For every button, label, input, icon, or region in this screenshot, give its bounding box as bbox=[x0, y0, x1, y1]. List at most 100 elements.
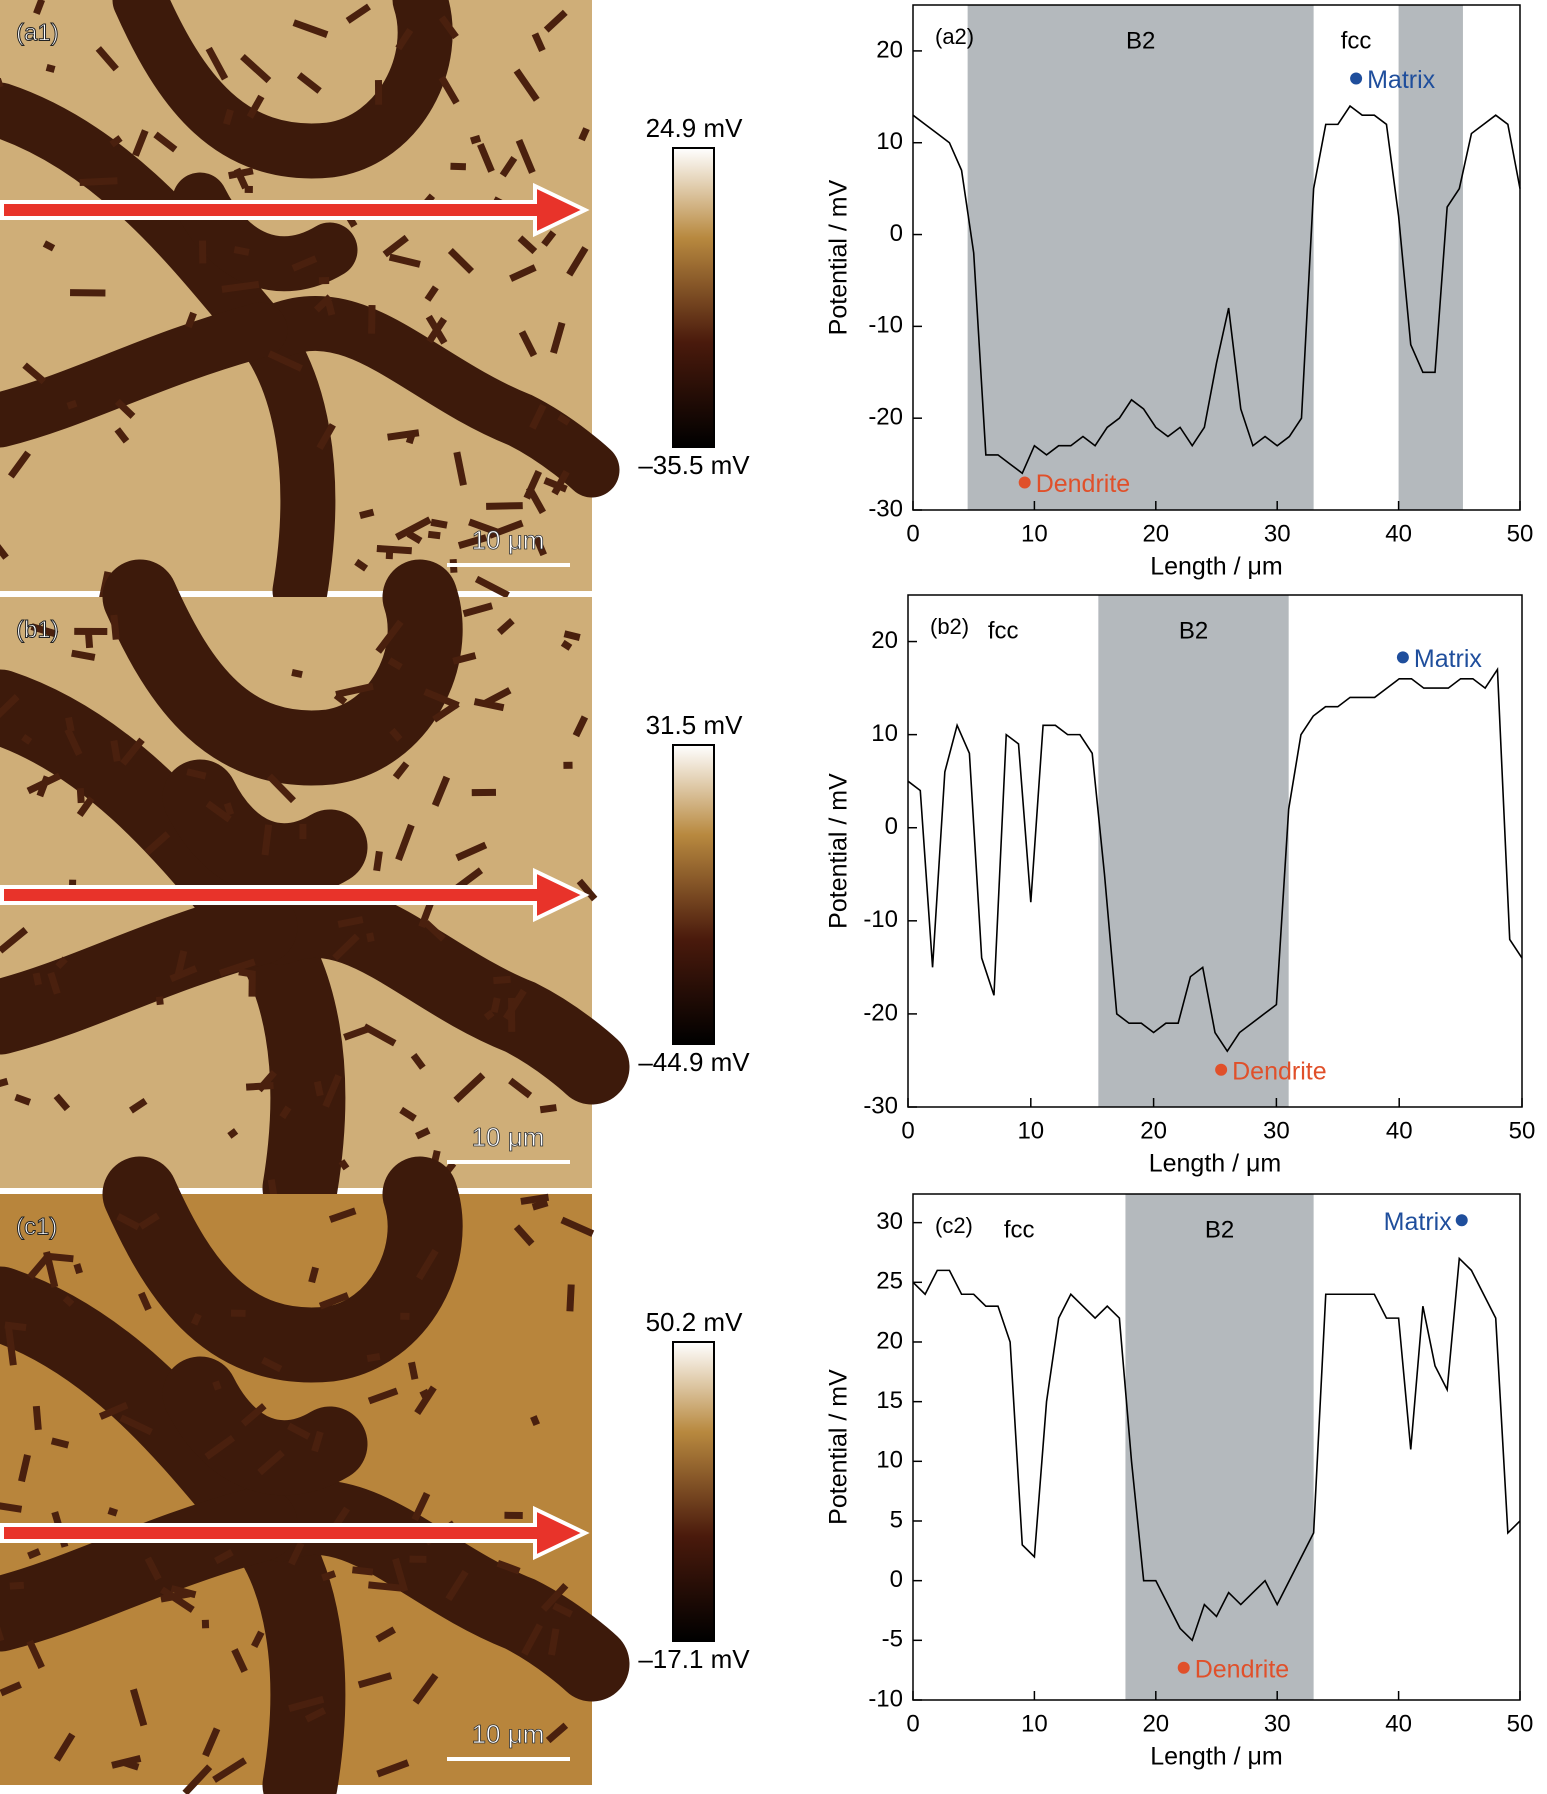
precipitate bbox=[488, 519, 524, 539]
precipitate bbox=[410, 1053, 426, 1070]
precipitate bbox=[471, 788, 497, 797]
scale-bar-label: 10 μm bbox=[472, 1122, 545, 1152]
x-tick-label: 10 bbox=[1017, 1117, 1044, 1144]
colorbar bbox=[672, 1341, 715, 1642]
precipitate bbox=[504, 1511, 523, 1519]
precipitate bbox=[453, 451, 467, 486]
precipitate bbox=[457, 534, 488, 549]
highlight-label: Dendrite bbox=[1232, 1057, 1327, 1085]
precipitate bbox=[453, 1072, 486, 1103]
dendrite-region bbox=[162, 759, 368, 899]
precipitate bbox=[160, 1590, 191, 1603]
precipitate bbox=[18, 1454, 31, 1483]
precipitate bbox=[98, 1401, 129, 1420]
precipitate bbox=[462, 602, 494, 618]
precipitate bbox=[328, 1207, 357, 1223]
precipitate bbox=[394, 516, 432, 541]
precipitate bbox=[27, 1548, 41, 1560]
precipitate bbox=[155, 996, 164, 1006]
precipitate bbox=[496, 1559, 521, 1575]
precipitate bbox=[578, 127, 590, 142]
precipitate bbox=[261, 824, 273, 856]
precipitate bbox=[128, 1097, 148, 1114]
dendrite-region bbox=[0, 889, 298, 1055]
precipitate bbox=[9, 1581, 25, 1590]
precipitate bbox=[223, 108, 234, 126]
x-tick-label: 30 bbox=[1264, 1710, 1291, 1737]
kpfm-image: (b1) 10 μm bbox=[0, 559, 630, 1226]
precipitate bbox=[53, 1093, 71, 1112]
y-tick-label: 15 bbox=[876, 1387, 903, 1414]
precipitate bbox=[388, 253, 421, 268]
x-tick-label: 10 bbox=[1021, 520, 1048, 547]
y-tick-label: 20 bbox=[871, 627, 898, 654]
highlight-point bbox=[1177, 1661, 1190, 1674]
precipitate bbox=[483, 687, 512, 707]
precipitate bbox=[0, 927, 28, 954]
dendrite-region bbox=[252, 295, 620, 498]
precipitate bbox=[159, 1586, 195, 1613]
highlight-label: Dendrite bbox=[1195, 1655, 1290, 1683]
precipitate bbox=[351, 1566, 374, 1576]
precipitate bbox=[107, 1507, 118, 1517]
x-tick-label: 40 bbox=[1386, 1117, 1413, 1144]
precipitate bbox=[130, 1688, 148, 1727]
precipitate bbox=[0, 1502, 23, 1513]
precipitate bbox=[266, 773, 296, 804]
precipitate bbox=[47, 971, 61, 995]
precipitate bbox=[244, 185, 253, 193]
precipitate bbox=[563, 761, 573, 769]
precipitate bbox=[43, 1251, 59, 1288]
precipitate bbox=[389, 727, 403, 742]
chart-label: (a2) bbox=[935, 24, 974, 49]
highlight-point bbox=[1350, 72, 1363, 85]
precipitate bbox=[64, 727, 83, 756]
precipitate bbox=[502, 988, 527, 1021]
x-tick-label: 0 bbox=[906, 1710, 919, 1737]
precipitate bbox=[30, 623, 59, 638]
y-tick-label: 10 bbox=[876, 128, 903, 155]
precipitate bbox=[257, 1449, 285, 1476]
y-tick-label: -20 bbox=[868, 404, 903, 431]
precipitate bbox=[120, 737, 145, 766]
precipitate bbox=[526, 485, 546, 515]
precipitate bbox=[411, 1491, 431, 1522]
precipitate bbox=[521, 1623, 543, 1656]
precipitate bbox=[116, 1213, 141, 1231]
precipitate bbox=[508, 1077, 533, 1099]
precipitate bbox=[212, 1757, 247, 1783]
precipitate bbox=[533, 536, 547, 557]
precipitate bbox=[73, 1263, 83, 1275]
dendrite-region bbox=[242, 882, 630, 1105]
kpfm-image: (c1) 10 μm bbox=[0, 1156, 630, 1794]
highlight-point bbox=[1455, 1214, 1468, 1227]
precipitate bbox=[45, 63, 56, 73]
precipitate bbox=[493, 975, 511, 985]
precipitate bbox=[95, 46, 119, 72]
precipitate bbox=[338, 1159, 350, 1171]
precipitate bbox=[486, 502, 523, 510]
precipitate bbox=[552, 1602, 573, 1618]
precipitate bbox=[368, 1581, 405, 1592]
precipitate bbox=[387, 657, 403, 671]
precipitate bbox=[240, 1403, 267, 1427]
precipitate bbox=[36, 775, 51, 798]
precipitate bbox=[517, 235, 538, 255]
precipitate bbox=[332, 933, 360, 961]
precipitate bbox=[366, 1352, 381, 1363]
highlight-label: Matrix bbox=[1384, 1208, 1453, 1236]
scan-arrow bbox=[0, 1505, 590, 1561]
dendrite-region bbox=[102, 559, 463, 786]
precipitate bbox=[240, 53, 272, 84]
potential-line bbox=[907, 666, 1523, 1053]
highlight-point bbox=[1396, 651, 1409, 664]
x-tick-label: 20 bbox=[1142, 1710, 1169, 1737]
dendrite-region bbox=[112, 0, 453, 179]
precipitate bbox=[345, 3, 371, 24]
colorbar-max-label: 24.9 mV bbox=[646, 113, 743, 143]
precipitate bbox=[308, 1266, 319, 1284]
precipitate bbox=[392, 1557, 409, 1592]
precipitate bbox=[144, 1556, 162, 1581]
precipitate bbox=[186, 768, 207, 780]
y-tick-label: 25 bbox=[876, 1268, 903, 1295]
